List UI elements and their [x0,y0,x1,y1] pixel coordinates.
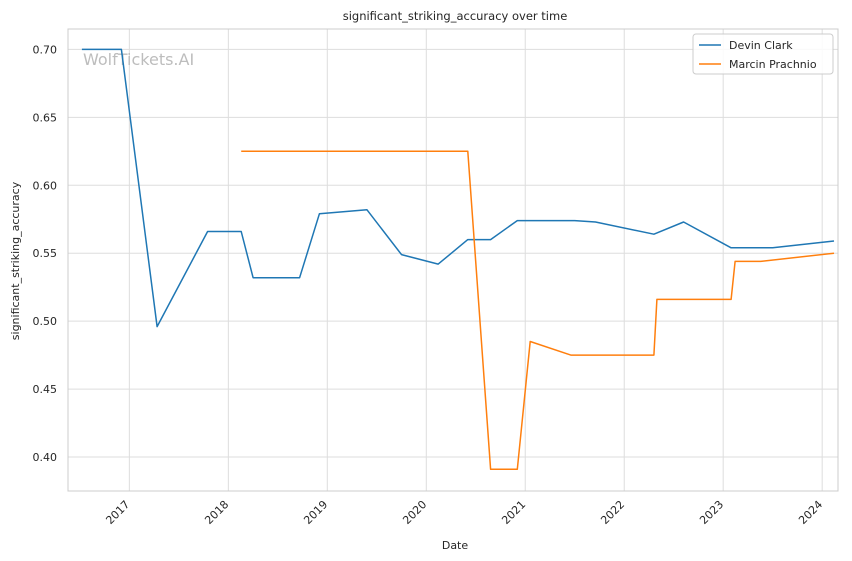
chart-title: significant_striking_accuracy over time [343,9,568,23]
y-tick-label: 0.45 [33,383,58,396]
grid [68,29,838,491]
axis-ticks: 2017 2018 2019 2020 2021 2022 2023 20240.400.45… [33,43,826,527]
y-tick-label: 0.70 [33,43,58,56]
y-tick-label: 0.40 [33,451,58,464]
series-line-devin-clark [81,48,835,328]
legend-label: Marcin Prachnio [729,58,817,71]
watermark: WolfTickets.AI [83,50,194,69]
legend-box [692,33,834,75]
y-tick-label: 0.55 [33,247,58,260]
legend-label: Devin Clark [729,39,793,52]
series-line-marcin-prachnio [241,150,835,471]
y-tick-label: 0.65 [33,111,58,124]
y-tick-label: 0.50 [33,315,58,328]
x-axis-label: Date [442,539,469,552]
y-tick-label: 0.60 [33,179,58,192]
series-lines [81,48,835,471]
legend: Devin Clark Marcin Prachnio [692,33,834,75]
y-axis-label: significant_striking_accuracy [9,181,22,340]
plot-frame [67,28,839,492]
